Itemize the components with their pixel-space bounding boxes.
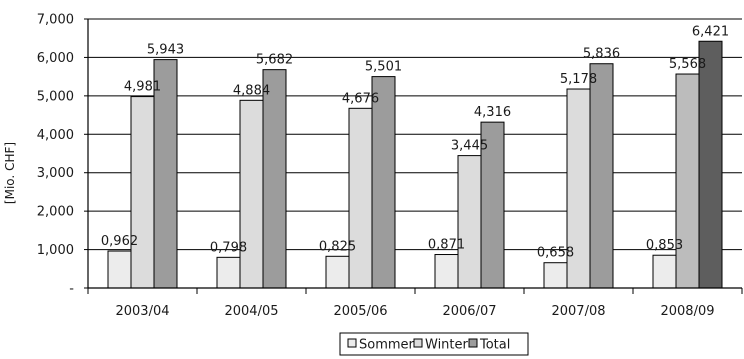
- data-label-sommer: 0,798: [210, 240, 247, 255]
- legend-swatch-winter: [413, 338, 423, 348]
- data-label-winter: 5,178: [560, 72, 597, 87]
- data-label-sommer: 0,871: [428, 238, 465, 253]
- axes: [84, 18, 743, 294]
- y-axis-label: [Mio. CHF]: [3, 142, 17, 204]
- bar-sommer: [652, 254, 677, 289]
- bar-sommer: [107, 250, 132, 289]
- data-label-sommer: 0,825: [319, 239, 356, 254]
- y-tick-label: 4,000: [37, 128, 74, 143]
- legend-swatch-total: [468, 338, 478, 348]
- data-label-total: 6,421: [692, 24, 729, 39]
- y-tick-label: 2,000: [37, 205, 74, 220]
- data-label-winter: 4,981: [124, 80, 161, 95]
- data-label-winter: 3,445: [451, 139, 488, 154]
- y-tick-label: 6,000: [37, 51, 74, 66]
- x-tick-label: 2004/05: [224, 304, 278, 319]
- bar-total: [589, 63, 614, 289]
- bar-winter: [130, 96, 155, 289]
- x-tick-label: 2007/08: [551, 304, 605, 319]
- x-tick-labels: 2003/04 2004/05 2005/06 2006/07 2007/08 2008/…: [115, 304, 714, 319]
- bar-sommer: [325, 255, 350, 289]
- x-tick-label: 2008/09: [660, 304, 714, 319]
- y-tick-label: 3,000: [37, 166, 74, 181]
- y-tick-label: 1,000: [37, 243, 74, 258]
- legend-label-sommer: Sommer: [359, 338, 415, 353]
- legend-label-total: Total: [479, 338, 510, 353]
- y-tick-labels: - 1,000 2,000 3,000 4,000 5,000 6,000 7,000: [37, 13, 75, 297]
- y-tick-label: 5,000: [37, 89, 74, 104]
- bar-total: [262, 69, 287, 289]
- bar-winter: [457, 155, 482, 289]
- data-label-sommer: 0,658: [537, 246, 574, 261]
- legend: Sommer Winter Total: [339, 332, 529, 356]
- y-tick-label: -: [69, 282, 74, 297]
- gridlines: [88, 18, 742, 251]
- bar-sommer: [434, 254, 459, 289]
- data-label-winter: 4,676: [342, 91, 379, 106]
- data-label-total: 4,316: [474, 105, 511, 120]
- legend-label-winter: Winter: [425, 338, 469, 353]
- data-labels: 0,962 4,981 5,943 0,798 4,884 5,682 0,825 4,676…: [101, 24, 729, 260]
- bars: [107, 40, 723, 289]
- bar-sommer: [216, 256, 241, 289]
- x-tick-label: 2003/04: [115, 304, 169, 319]
- data-label-total: 5,836: [583, 47, 620, 62]
- data-label-total: 5,682: [256, 53, 293, 68]
- x-tick-label: 2006/07: [442, 304, 496, 319]
- bar-total: [371, 76, 396, 289]
- data-label-winter: 4,884: [233, 83, 270, 98]
- bar-winter: [675, 73, 700, 289]
- bar-winter: [348, 107, 373, 289]
- data-label-winter: 5,568: [669, 57, 706, 72]
- data-label-sommer: 0,962: [101, 234, 138, 249]
- legend-box: [339, 332, 529, 356]
- legend-swatch-sommer: [347, 338, 357, 348]
- y-tick-label: 7,000: [37, 13, 74, 28]
- bar-sommer: [543, 262, 568, 289]
- bar-total: [698, 40, 723, 289]
- data-label-total: 5,943: [147, 43, 184, 58]
- data-label-sommer: 0,853: [646, 238, 683, 253]
- bar-winter: [239, 99, 264, 289]
- x-tick-label: 2005/06: [333, 304, 387, 319]
- data-label-total: 5,501: [365, 60, 402, 75]
